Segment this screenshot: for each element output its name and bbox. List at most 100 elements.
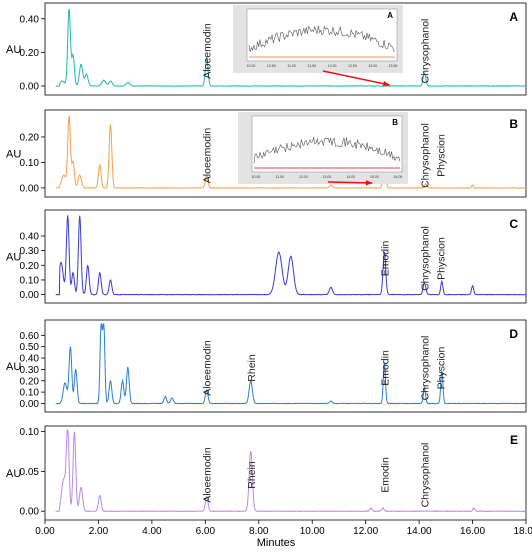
x-tick-label: 12.00: [353, 526, 378, 537]
panel-letter: D: [509, 327, 518, 341]
inset-x-tick-label: 12.00: [299, 175, 308, 179]
panel-E: 0.00 0.05 0.10 AU Aloeemodin Rhein Emodin Chrys…: [6, 425, 527, 521]
y-tick-label: 0.20: [20, 261, 40, 272]
inset-x-tick-label: 13.50: [389, 64, 398, 68]
x-tick-label: 2.00: [89, 526, 109, 537]
x-tick-label: 0.00: [35, 526, 55, 537]
inset-x-tick-label: 11.00: [287, 64, 296, 68]
x-axis: 0.00 2.00 4.00 6.00 8.00 10.00 12.00 14.00 16.00…: [35, 520, 532, 537]
x-tick-label: 18.00: [513, 526, 532, 537]
y-tick-label: 0.50: [20, 342, 40, 353]
panel-frame: [44, 319, 527, 413]
y-tick-label: 0.20: [20, 376, 40, 387]
y-tick-label: 0.00: [20, 507, 40, 518]
inset-x-tick-label: 14.00: [346, 175, 355, 179]
y-tick-label: 0.60: [20, 331, 40, 342]
inset-A: 10.00 10.50 11.00 11.50 12.00 12.50 13.00 13.50…: [233, 5, 403, 87]
y-axis-label: AU: [6, 252, 21, 264]
y-tick-label: 0.00: [20, 81, 40, 92]
series-trace-A: [55, 8, 527, 87]
y-tick-label: 0.00: [20, 290, 40, 301]
y-tick-label: 0.30: [20, 246, 40, 257]
inset-trace: [248, 25, 395, 52]
series-trace-B: [55, 115, 527, 189]
y-tick-label: 0.40: [20, 231, 40, 242]
inset-trace: [253, 137, 401, 164]
inset-x-tick-label: 13.00: [368, 64, 377, 68]
y-tick-label: 0.40: [20, 354, 40, 365]
inset-arrow: [322, 70, 390, 86]
inset-x-tick-label: 12.00: [328, 64, 337, 68]
compound-label: Aloeemodin: [202, 340, 214, 396]
x-axis-label: Minutes: [257, 537, 296, 549]
x-tick-label: 6.00: [196, 526, 216, 537]
inset-arrow-head: [365, 180, 373, 186]
inset-x-tick-label: 12.50: [348, 64, 357, 68]
y-tick-label: 0.00: [20, 183, 40, 194]
y-axis-label: AU: [6, 44, 21, 56]
compound-label: Physcion: [435, 134, 447, 177]
inset-x-tick-label: 15.00: [370, 175, 379, 179]
compound-label: Physcion: [435, 237, 447, 280]
panel-D: 0.000.100.200.300.400.500.60 AU Aloeemodin…: [6, 319, 527, 413]
x-tick-label: 16.00: [460, 526, 485, 537]
compound-label: Rhein: [246, 354, 258, 382]
inset-arrow: [327, 181, 373, 184]
panel-letter: E: [510, 433, 518, 447]
y-tick-label: 0.30: [20, 365, 40, 376]
y-tick-label: 0.40: [20, 14, 40, 25]
panel-frame: [44, 209, 527, 304]
panel-C: 0.00 0.10 0.20 0.30 0.40 AU Emodin Chrysophanol…: [6, 209, 527, 304]
compound-label: Aloeemodin: [202, 447, 214, 503]
x-tick-label: 8.00: [249, 526, 269, 537]
y-tick-label: 0.10: [20, 388, 40, 399]
x-tick-label: 14.00: [407, 526, 432, 537]
compound-label: Emodin: [379, 241, 391, 277]
compound-label: Aloeemodin: [202, 128, 214, 184]
inset-x-tick-label: 10.50: [267, 64, 276, 68]
compound-label: Emodin: [379, 457, 391, 493]
compound-label: Chrysophanol: [419, 336, 431, 401]
panel-B: 0.000.100.20AUAloeemodinEmodinChrysophan…: [6, 109, 527, 198]
compound-label: Aloeemodin: [202, 23, 214, 79]
y-tick-label: 0.00: [20, 399, 40, 410]
series-trace-C: [55, 215, 527, 296]
y-axis-label: AU: [6, 361, 21, 373]
series-trace-D: [55, 323, 527, 405]
y-tick-label: 0.10: [20, 275, 40, 286]
series-trace-E: [55, 429, 527, 513]
inset-x-tick-label: 10.00: [247, 64, 256, 68]
inset-x-tick-label: 11.00: [275, 175, 284, 179]
inset-letter: B: [392, 118, 398, 127]
inset-x-tick-label: 16.00: [394, 175, 403, 179]
compound-label: Physcion: [435, 347, 447, 390]
compound-label: Emodin: [379, 350, 391, 386]
y-tick-label: 0.10: [20, 427, 40, 438]
inset-plot: [251, 115, 403, 173]
compound-label: Rhein: [246, 461, 258, 489]
inset-letter: A: [387, 11, 393, 20]
panel-letter: C: [509, 217, 518, 231]
x-tick-label: 10.00: [300, 526, 325, 537]
inset-B: 10.00 11.00 12.00 13.00 14.00 15.00 16.00 B: [238, 112, 408, 186]
y-tick-label: 0.20: [20, 132, 40, 143]
panel-letter: B: [509, 117, 518, 131]
compound-label: Chrysophanol: [419, 123, 431, 188]
inset-x-tick-label: 13.00: [323, 175, 332, 179]
y-tick-label: 0.10: [20, 158, 40, 169]
compound-label: Chrysophanol: [419, 443, 431, 508]
inset-arrow-head: [382, 81, 390, 87]
x-tick-label: 4.00: [142, 526, 162, 537]
inset-x-tick-label: 11.50: [308, 64, 317, 68]
panel-frame: [44, 425, 527, 521]
y-tick-label: 0.20: [20, 48, 40, 59]
compound-label: Chrysophanol: [419, 226, 431, 291]
inset-x-tick-label: 10.00: [252, 175, 261, 179]
y-axis-label: AU: [6, 468, 21, 480]
y-axis-label: AU: [6, 149, 21, 161]
panel-letter: A: [509, 10, 518, 24]
